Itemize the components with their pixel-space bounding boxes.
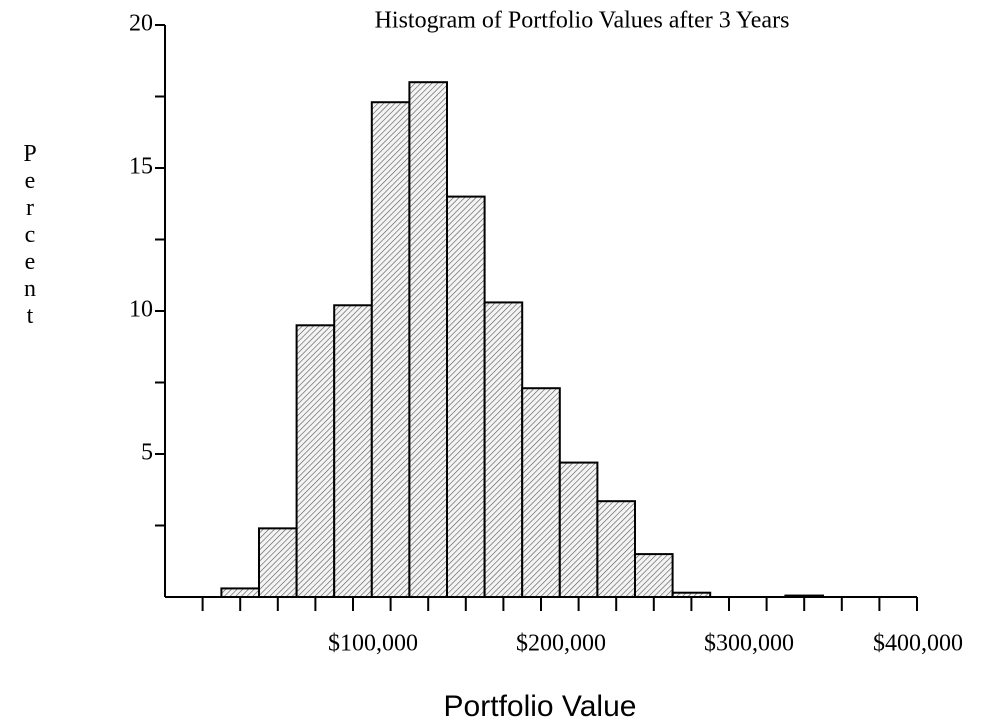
- bar: [370, 101, 411, 598]
- bar: [596, 500, 637, 598]
- bar: [408, 81, 448, 598]
- chart-title: Histogram of Portfolio Values after 3 Ye…: [375, 8, 790, 34]
- bar: [220, 587, 260, 598]
- y-tick-label: 15: [129, 154, 153, 180]
- bar: [558, 461, 599, 598]
- bar: [634, 553, 674, 598]
- y-tick-label: 10: [129, 297, 153, 323]
- bar: [333, 304, 373, 598]
- x-tick-label: $300,000: [704, 631, 794, 657]
- bar: [521, 387, 561, 598]
- x-axis-label: Portfolio Value: [444, 690, 637, 723]
- bar: [446, 195, 486, 598]
- x-tick-label: $200,000: [516, 631, 606, 657]
- bar: [483, 301, 524, 598]
- y-tick-label: 20: [129, 11, 153, 37]
- bar: [258, 527, 298, 598]
- y-tick-label: 5: [141, 440, 153, 466]
- x-tick-label: $100,000: [328, 631, 418, 657]
- x-tick-label: $400,000: [873, 631, 963, 657]
- bar: [295, 324, 336, 598]
